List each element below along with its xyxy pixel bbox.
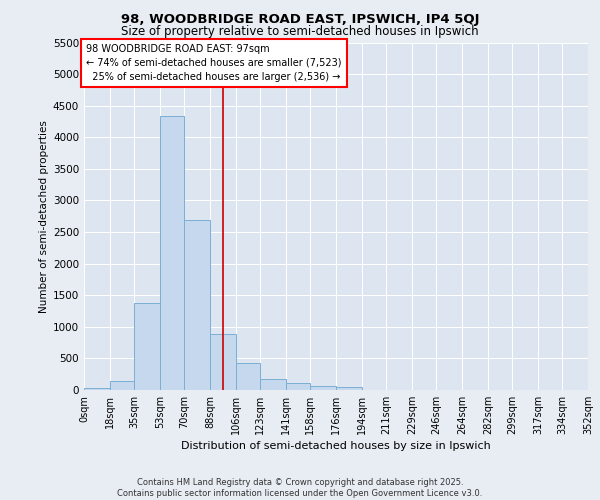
- Y-axis label: Number of semi-detached properties: Number of semi-detached properties: [39, 120, 49, 312]
- Bar: [336, 387, 362, 390]
- Text: Contains HM Land Registry data © Crown copyright and database right 2025.
Contai: Contains HM Land Registry data © Crown c…: [118, 478, 482, 498]
- Bar: [110, 380, 134, 390]
- Text: Size of property relative to semi-detached houses in Ipswich: Size of property relative to semi-detach…: [121, 25, 479, 38]
- X-axis label: Distribution of semi-detached houses by size in Ipswich: Distribution of semi-detached houses by …: [181, 441, 491, 451]
- Bar: [210, 334, 236, 390]
- Bar: [310, 386, 336, 390]
- Bar: [260, 380, 286, 390]
- Text: 98, WOODBRIDGE ROAD EAST, IPSWICH, IP4 5QJ: 98, WOODBRIDGE ROAD EAST, IPSWICH, IP4 5…: [121, 12, 479, 26]
- Bar: [286, 383, 310, 390]
- Text: 98 WOODBRIDGE ROAD EAST: 97sqm
← 74% of semi-detached houses are smaller (7,523): 98 WOODBRIDGE ROAD EAST: 97sqm ← 74% of …: [86, 44, 341, 82]
- Bar: [184, 220, 210, 390]
- Bar: [236, 364, 260, 390]
- Bar: [160, 116, 184, 390]
- Bar: [84, 388, 110, 390]
- Bar: [134, 303, 160, 390]
